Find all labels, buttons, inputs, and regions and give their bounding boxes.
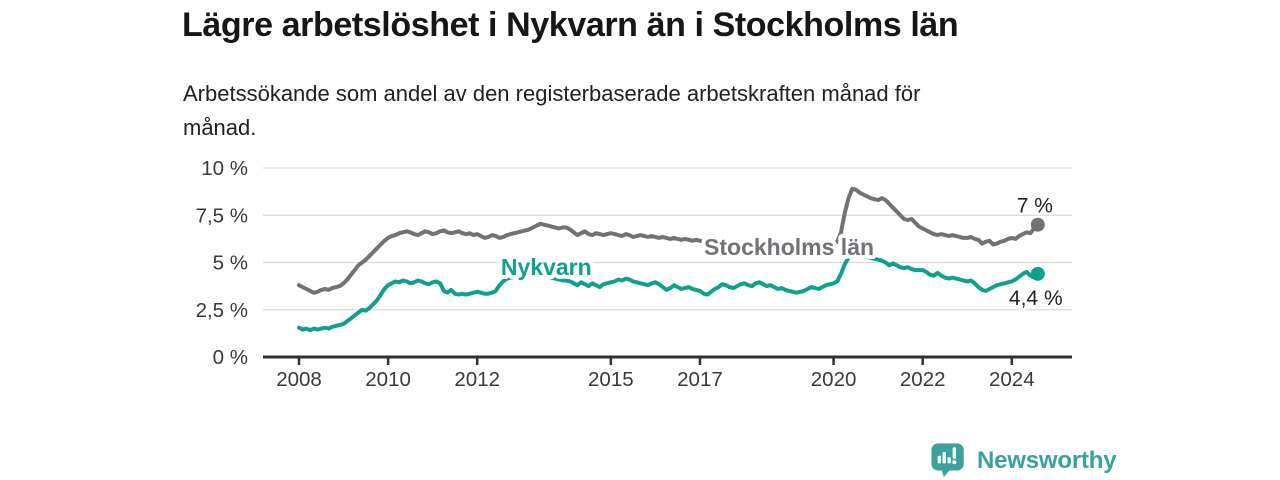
y-tick-label: 10 % bbox=[201, 157, 248, 180]
series-line-stockholms-lan bbox=[297, 186, 1040, 295]
page-title: Lägre arbetslöshet i Nykvarn än i Stockh… bbox=[182, 6, 959, 44]
x-tick-label: 2008 bbox=[276, 368, 322, 391]
end-value-label-stockholms-lan: 7 % bbox=[1017, 195, 1053, 218]
newsworthy-logo: Newsworthy bbox=[930, 442, 1117, 480]
y-tick-label: 7,5 % bbox=[196, 204, 248, 227]
subtitle-line-1: Arbetssökande som andel av den registerb… bbox=[183, 81, 921, 106]
newsworthy-wordmark: Newsworthy bbox=[977, 447, 1117, 474]
newsworthy-logo-icon bbox=[931, 443, 964, 478]
subtitle-line-2: månad. bbox=[183, 115, 257, 140]
end-value-label-nykvarn: 4,4 % bbox=[1009, 287, 1063, 310]
y-tick-label: 0 % bbox=[213, 346, 248, 369]
chart-subtitle: Arbetssökande som andel av den registerb… bbox=[183, 77, 920, 145]
series-label-nykvarn: Nykvarn bbox=[501, 254, 592, 280]
x-tick-label: 2015 bbox=[588, 368, 634, 391]
y-tick-label: 2,5 % bbox=[196, 299, 248, 322]
y-tick-label: 5 % bbox=[213, 252, 248, 275]
x-tick-label: 2012 bbox=[454, 368, 500, 391]
series-label-stockholms-lan: Stockholms län bbox=[704, 234, 874, 260]
end-dot-nykvarn bbox=[1030, 266, 1045, 281]
x-tick-label: 2010 bbox=[365, 368, 411, 391]
x-tick-label: 2017 bbox=[677, 368, 723, 391]
series-line-nykvarn bbox=[297, 252, 1040, 333]
x-tick-label: 2020 bbox=[811, 368, 857, 391]
end-dot-stockholms-lan bbox=[1030, 217, 1045, 232]
x-tick-label: 2022 bbox=[900, 368, 946, 391]
x-tick-label: 2024 bbox=[989, 368, 1035, 391]
